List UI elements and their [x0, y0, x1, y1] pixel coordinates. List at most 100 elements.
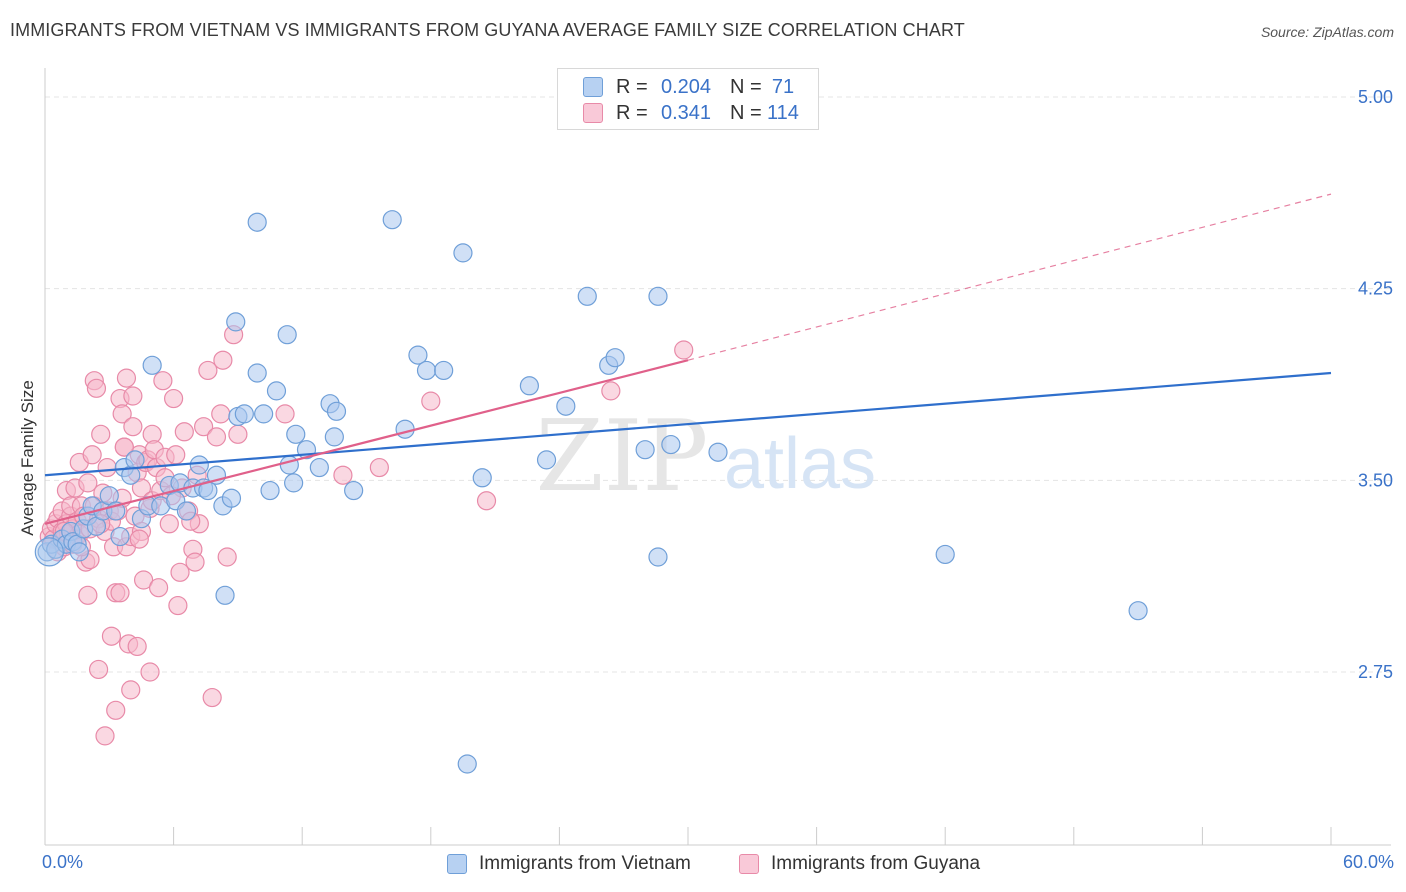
guyana-point — [211, 404, 231, 424]
series-vietnam-points — [34, 210, 1148, 774]
vietnam-point — [434, 360, 454, 381]
bottom-legend-swatch-guyana — [739, 854, 759, 874]
vietnam-point — [266, 381, 287, 401]
vietnam-point — [457, 754, 477, 774]
watermark: ZIP atlas — [536, 400, 876, 514]
watermark-atlas: atlas — [724, 424, 876, 504]
vietnam-point — [69, 542, 89, 562]
vietnam-point — [577, 286, 597, 306]
legend-r-label: R = — [616, 75, 648, 98]
bottom-legend-vietnam[interactable]: Immigrants from Vietnam — [447, 852, 691, 876]
guyana-point — [421, 391, 441, 411]
bottom-legend-guyana[interactable]: Immigrants from Guyana — [739, 852, 980, 876]
legend-n-value: 114 — [767, 101, 799, 124]
vietnam-point — [661, 434, 681, 455]
vietnam-point — [453, 243, 473, 263]
vietnam-point — [286, 424, 306, 444]
vietnam-point — [935, 544, 955, 565]
vietnam-point — [309, 457, 329, 478]
guyana-point — [476, 491, 497, 511]
guyana-point — [101, 626, 122, 646]
guyana-point — [601, 381, 621, 401]
guyana-point — [185, 552, 205, 572]
bottom-legend-swatch-vietnam — [447, 854, 467, 874]
guyana-point — [206, 427, 227, 447]
vietnam-point — [635, 440, 655, 460]
vietnam-point — [382, 210, 402, 230]
vietnam-point — [189, 455, 209, 475]
axes: 2.75 3.50 4.25 5.00 — [44, 68, 1393, 846]
legend-r-value: 0.341 — [660, 101, 712, 124]
legend-n-label: N = — [730, 101, 762, 124]
chart-title: IMMIGRANTS FROM VIETNAM VS IMMIGRANTS FR… — [10, 20, 965, 40]
vietnam-point — [648, 547, 668, 567]
vietnam-point — [648, 286, 668, 306]
guyana-point — [168, 595, 188, 616]
vietnam-point — [279, 455, 299, 475]
vietnam-trend-line — [44, 371, 1332, 477]
guyana-point — [198, 360, 218, 381]
trend-lines — [44, 193, 1332, 525]
vietnam-point — [326, 401, 347, 421]
bottom-legend-label-vietnam: Immigrants from Vietnam — [479, 853, 691, 874]
vietnam-point — [125, 450, 145, 470]
y-tick-label: 2.75 — [1358, 662, 1393, 682]
guyana-point — [114, 437, 134, 457]
vietnam-point — [605, 348, 625, 368]
guyana-point — [91, 424, 111, 444]
legend-n-label: N = — [730, 75, 762, 98]
vietnam-point — [536, 450, 557, 470]
legend-swatch-guyana — [583, 103, 603, 123]
vietnam-point — [395, 419, 415, 439]
vietnam-point — [284, 473, 304, 493]
vietnam-point — [142, 355, 162, 375]
guyana-point — [148, 578, 169, 598]
guyana-point — [194, 417, 214, 437]
vietnam-point — [416, 360, 437, 381]
y-tick-label: 5.00 — [1358, 87, 1393, 107]
guyana-point — [131, 478, 152, 498]
guyana-point — [106, 700, 126, 720]
bottom-legend-label-guyana: Immigrants from Guyana — [771, 853, 981, 874]
guyana-point — [213, 350, 233, 370]
vietnam-point — [472, 468, 492, 488]
vietnam-point — [176, 501, 197, 521]
guyana-point — [228, 424, 248, 444]
guyana-point — [121, 680, 141, 700]
vietnam-point — [1128, 601, 1148, 621]
x-tick-min: 0.0% — [42, 852, 84, 872]
series-guyana-points — [39, 325, 694, 746]
guyana-point — [78, 473, 98, 493]
vietnam-point — [519, 376, 539, 396]
guyana-point — [202, 687, 222, 708]
guyana-trend-line — [44, 359, 689, 525]
vietnam-point — [247, 363, 267, 383]
legend-row-vietnam: R = 0.204 N = 71 — [583, 74, 808, 100]
vietnam-point — [324, 427, 344, 447]
guyana-point — [133, 570, 154, 590]
guyana-point — [82, 445, 102, 465]
guyana-point — [129, 529, 149, 549]
guyana-point — [116, 368, 137, 388]
x-tick-max: 60.0% — [1342, 852, 1394, 872]
vietnam-point — [708, 442, 728, 462]
vietnam-point — [247, 212, 267, 232]
guyana-trend-extension — [687, 193, 1332, 361]
legend-row-guyana: R = 0.341 N = 114 — [583, 100, 808, 126]
y-axis-title: Average Family Size — [18, 380, 37, 536]
vietnam-point — [226, 312, 246, 332]
vietnam-point — [260, 480, 280, 501]
y-tick-label: 3.50 — [1358, 470, 1393, 490]
guyana-point — [159, 514, 179, 534]
guyana-point — [275, 404, 295, 424]
legend-r-label: R = — [616, 101, 648, 124]
guyana-point — [88, 659, 109, 680]
guyana-point — [170, 562, 190, 582]
guyana-point — [112, 404, 132, 424]
guyana-point — [140, 662, 160, 682]
guyana-point — [86, 378, 107, 398]
watermark-zip: ZIP — [536, 400, 709, 514]
guyana-point — [333, 465, 353, 485]
vietnam-point — [344, 480, 364, 501]
